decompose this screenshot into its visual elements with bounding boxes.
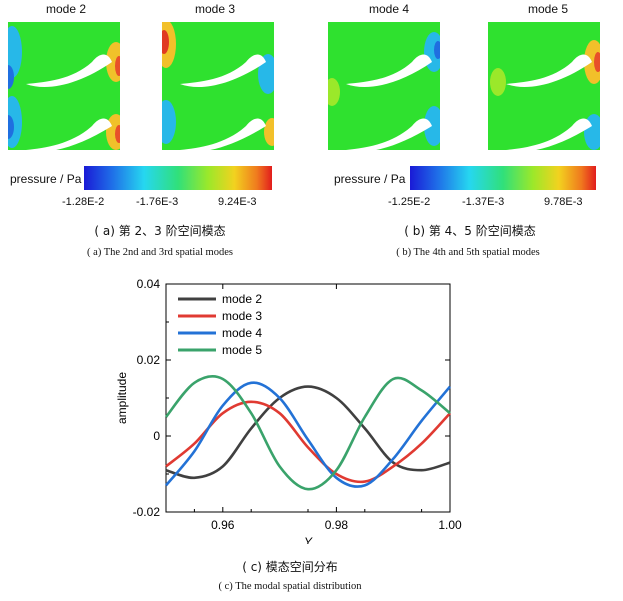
mode-4-title: mode 4 xyxy=(368,2,410,16)
legend-label-mode-3: mode 3 xyxy=(222,309,262,323)
series-line-mode-4 xyxy=(165,381,452,488)
colorbar-b-tick-3: 9.78E-3 xyxy=(544,196,583,208)
legend-label-mode-5: mode 5 xyxy=(222,343,262,357)
mode-5-title: mode 5 xyxy=(527,2,569,16)
caption-c-en: ( c) The modal spatial distribution xyxy=(218,581,362,592)
caption-b-cn: ( b) 第 4、5 阶空间模态 xyxy=(404,224,536,238)
colorbar-a-tick-2: -1.76E-3 xyxy=(136,196,179,208)
mode-3-title: mode 3 xyxy=(194,2,236,16)
x-tick-label: 1.00 xyxy=(438,518,462,532)
mode-2-title: mode 2 xyxy=(45,2,87,16)
contour-panel-mode-4 xyxy=(328,22,440,150)
plot-frame xyxy=(165,283,451,513)
colorbar-a-tick-1: -1.28E-2 xyxy=(62,196,105,208)
x-axis-label: Y xyxy=(304,535,313,544)
colorbar-b-tick-1: -1.25E-2 xyxy=(388,196,431,208)
y-tick-label: -0.02 xyxy=(133,505,161,519)
legend-label-mode-4: mode 4 xyxy=(222,326,262,340)
series-line-mode-5 xyxy=(164,375,451,491)
x-tick-label: 0.98 xyxy=(325,518,349,532)
x-tick-label: 0.96 xyxy=(211,518,235,532)
colorbar-b xyxy=(410,166,596,190)
y-tick-label: 0.04 xyxy=(137,277,161,291)
contour-panel-mode-2 xyxy=(8,22,120,150)
caption-b-en: ( b) The 4th and 5th spatial modes xyxy=(396,247,540,258)
colorbar-b-label: pressure / Pa xyxy=(334,172,406,186)
colorbar-a xyxy=(84,166,272,190)
colorbar-b-tick-2: -1.37E-3 xyxy=(462,196,505,208)
colorbar-a-tick-3: 9.24E-3 xyxy=(218,196,257,208)
colorbar-a-label: pressure / Pa xyxy=(10,172,82,186)
caption-a-en: ( a) The 2nd and 3rd spatial modes xyxy=(87,247,233,258)
caption-a-cn: ( a) 第 2、3 阶空间模态 xyxy=(94,224,226,238)
caption-c-cn: ( c) 模态空间分布 xyxy=(242,560,338,574)
y-axis-label: amplitude xyxy=(115,372,129,424)
series-line-mode-2 xyxy=(165,385,451,480)
contour-panel-mode-5 xyxy=(488,22,600,150)
y-tick-label: 0 xyxy=(153,429,160,443)
series-line-mode-3 xyxy=(165,400,451,484)
legend-label-mode-2: mode 2 xyxy=(222,292,262,306)
contour-panel-mode-3 xyxy=(162,22,274,150)
y-tick-label: 0.02 xyxy=(137,353,161,367)
